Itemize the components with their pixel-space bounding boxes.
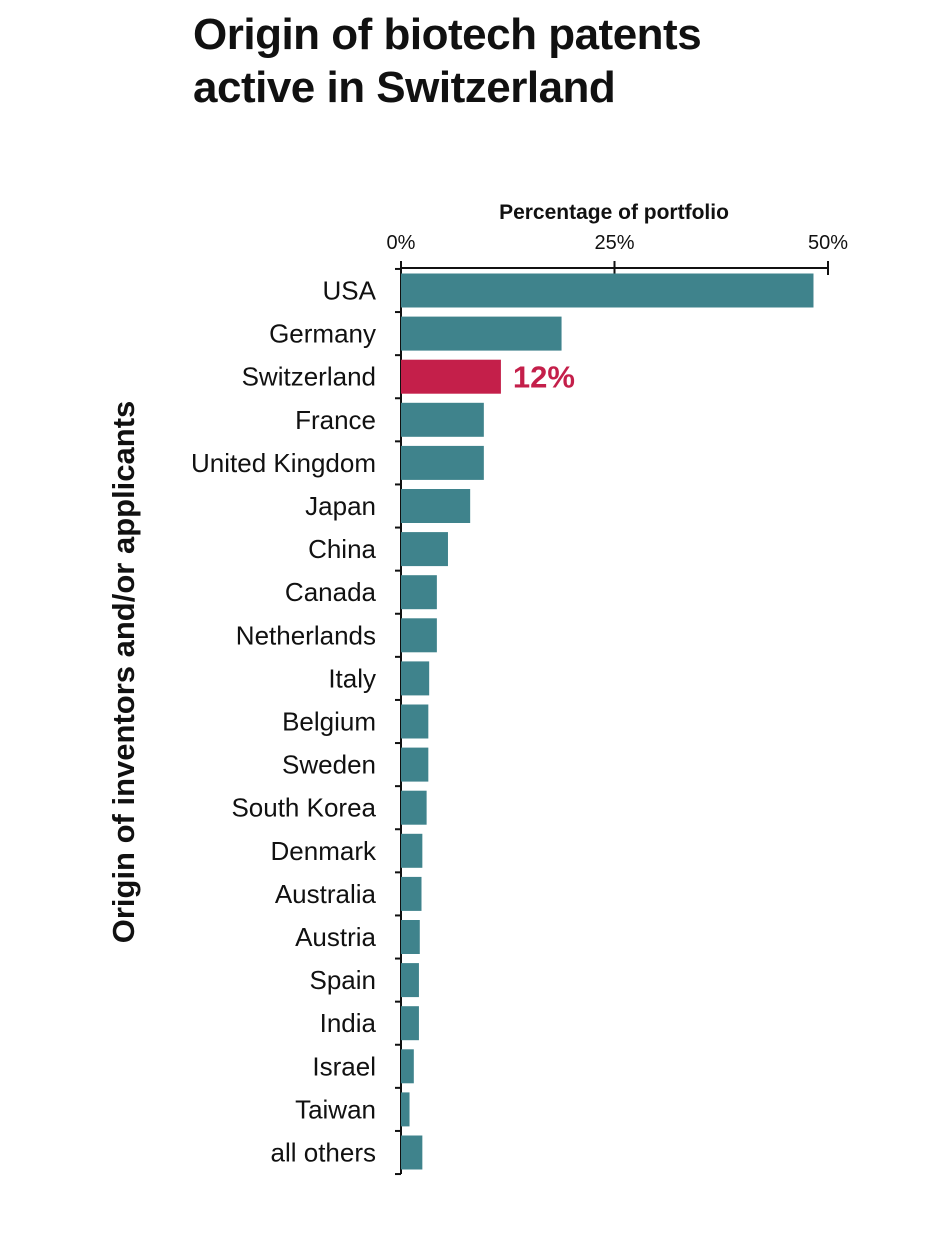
category-label: Taiwan	[295, 1094, 376, 1124]
category-label: China	[308, 534, 376, 564]
x-axis: 0% 25% 50%	[387, 232, 848, 275]
bar	[401, 920, 420, 954]
bar	[401, 618, 437, 653]
bar	[401, 876, 422, 911]
category-label: Canada	[285, 577, 377, 607]
chart-title-line-1: Origin of biotech patents	[193, 10, 702, 59]
bar	[401, 704, 429, 739]
category-label: South Korea	[231, 793, 376, 823]
bar	[401, 489, 471, 523]
chart-title: Origin of biotech patents active in Swit…	[193, 8, 893, 114]
category-label: Sweden	[282, 750, 376, 780]
category-label: Spain	[310, 965, 377, 995]
bar	[401, 532, 448, 567]
bars	[401, 273, 814, 1170]
bar	[401, 402, 484, 437]
category-label: Netherlands	[236, 620, 376, 650]
category-label: France	[295, 405, 376, 435]
category-label: Italy	[328, 663, 376, 693]
y-axis-title: Origin of inventors and/or applicants	[106, 401, 141, 944]
category-label: Japan	[305, 491, 376, 521]
bar	[401, 316, 562, 351]
x-tick-label: 25%	[594, 232, 634, 254]
bar	[401, 1006, 419, 1041]
bar	[401, 833, 423, 868]
annotations: 12%	[513, 360, 575, 395]
bar	[401, 747, 429, 782]
category-label: Austria	[295, 922, 376, 952]
category-label: India	[320, 1008, 377, 1038]
chart-title-line-2: active in Switzerland	[193, 63, 616, 112]
x-tick-label: 0%	[387, 232, 416, 254]
category-label: Belgium	[282, 707, 376, 737]
bar	[401, 790, 427, 825]
category-label: Denmark	[271, 836, 377, 866]
highlight-value-label: 12%	[513, 360, 575, 395]
bar	[401, 1049, 414, 1084]
bar	[401, 661, 430, 696]
bar	[401, 963, 419, 998]
bar	[401, 273, 814, 308]
category-label: USA	[323, 276, 377, 306]
x-axis-title: Percentage of portfolio	[499, 201, 729, 224]
category-labels: USA Germany Switzerland France United Kingdo…	[191, 276, 377, 1168]
category-label: Israel	[312, 1051, 376, 1081]
category-label: Australia	[275, 879, 377, 909]
y-axis	[395, 267, 402, 1176]
category-label: all others	[271, 1138, 377, 1168]
bar	[401, 1135, 423, 1170]
bar	[401, 1092, 410, 1127]
category-label: United Kingdom	[191, 448, 376, 478]
category-label: Switzerland	[242, 362, 376, 392]
x-tick-label: 50%	[808, 232, 848, 254]
category-label: Germany	[269, 319, 376, 349]
bar-highlight	[401, 359, 501, 394]
bar	[401, 575, 437, 610]
bar	[401, 445, 484, 480]
